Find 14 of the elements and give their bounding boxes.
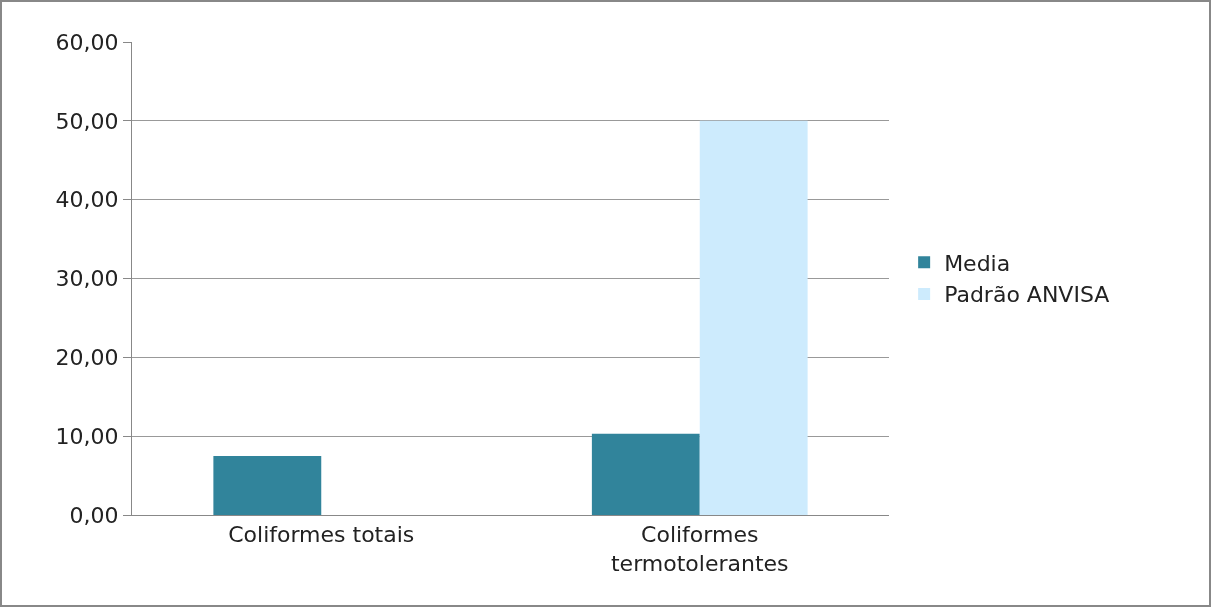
legend-label: Media <box>944 250 1011 276</box>
legend-label: Padrão ANVISA <box>944 282 1110 308</box>
y-tick-label: 60,00 <box>55 29 119 55</box>
bar <box>591 433 700 515</box>
y-tick-label: 0,00 <box>69 502 119 528</box>
y-tick-label: 10,00 <box>55 423 119 449</box>
y-tick-label: 20,00 <box>55 345 119 371</box>
y-tick-label: 30,00 <box>55 266 119 292</box>
x-tick-label: Coliformes termotolerantes <box>610 522 789 576</box>
y-tick-label: 50,00 <box>55 108 119 134</box>
bar <box>213 455 322 515</box>
x-tick-label: Coliformes totais <box>228 522 415 548</box>
y-tick-label: 40,00 <box>55 187 119 213</box>
bar <box>699 120 808 515</box>
